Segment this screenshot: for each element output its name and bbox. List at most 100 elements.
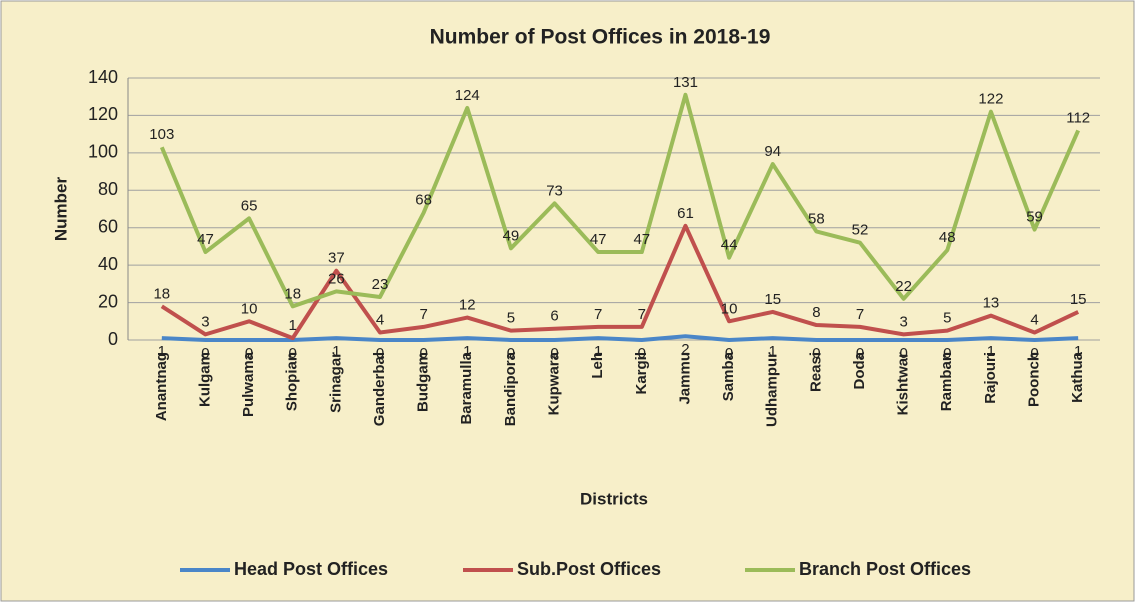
data-label: 3 (899, 313, 907, 330)
data-label: 0 (550, 345, 558, 362)
x-tick-label: Poonch (1026, 352, 1043, 407)
data-label: 94 (764, 143, 781, 160)
data-label: 7 (419, 306, 427, 323)
data-label: 131 (673, 74, 698, 91)
data-label: 52 (852, 222, 869, 239)
x-tick-label: Budgam (415, 352, 432, 412)
data-label: 124 (455, 87, 480, 104)
x-tick-label: Kathua (1069, 351, 1086, 402)
data-label: 8 (812, 304, 820, 321)
data-label: 61 (677, 205, 694, 222)
y-tick-label: 80 (98, 179, 118, 199)
line-series (161, 334, 1079, 342)
data-label: 1 (987, 343, 995, 360)
x-tick-label: Srinagar (327, 352, 344, 413)
data-label: 15 (764, 291, 781, 308)
data-label: 22 (895, 278, 912, 295)
x-tick-label: Pulwama (240, 351, 257, 417)
legend-label: Sub.Post Offices (517, 559, 661, 579)
data-label: 5 (943, 310, 951, 327)
x-tick-label: Kulgam (196, 352, 213, 407)
data-label: 6 (550, 308, 558, 325)
data-label: 103 (149, 126, 174, 143)
data-label: 15 (1070, 291, 1087, 308)
data-label: 0 (507, 345, 515, 362)
data-label: 0 (419, 345, 427, 362)
x-tick-label: Shopian (284, 352, 301, 411)
data-label: 26 (328, 270, 345, 287)
x-tick-label: Kargil (633, 352, 650, 395)
data-label: 0 (245, 345, 253, 362)
x-tick-label: Anantnag (153, 352, 170, 421)
data-label: 37 (328, 250, 345, 267)
data-label: 7 (638, 306, 646, 323)
data-label: 0 (289, 345, 297, 362)
data-label: 13 (983, 295, 1000, 312)
data-label: 112 (1066, 109, 1090, 126)
data-label: 1 (289, 317, 297, 334)
data-label: 0 (376, 345, 384, 362)
data-label: 3 (201, 313, 209, 330)
data-label: 1 (594, 343, 602, 360)
data-label: 1 (158, 343, 166, 360)
data-label: 18 (284, 285, 301, 302)
x-tick-label: Rajouri (982, 352, 999, 404)
data-label: 0 (943, 345, 951, 362)
data-label: 44 (721, 237, 738, 254)
line-series (160, 223, 1080, 341)
legend-label: Branch Post Offices (799, 559, 971, 579)
x-tick-label: Doda (851, 351, 868, 389)
data-label: 0 (725, 345, 733, 362)
data-label: 18 (153, 285, 170, 302)
data-label: 0 (201, 345, 209, 362)
chart-title: Number of Post Offices in 2018-19 (430, 26, 771, 49)
data-label: 7 (594, 306, 602, 323)
y-tick-label: 20 (98, 291, 118, 311)
data-label: 0 (638, 345, 646, 362)
data-label: 5 (507, 310, 515, 327)
data-label: 1 (769, 343, 777, 360)
data-label: 47 (590, 231, 607, 248)
data-label: 12 (459, 297, 476, 314)
data-label: 4 (1030, 311, 1038, 328)
y-tick-label: 140 (88, 67, 118, 87)
data-label: 4 (376, 311, 384, 328)
data-label: 0 (812, 345, 820, 362)
data-label: 58 (808, 210, 825, 227)
x-tick-label: Kupwara (546, 351, 563, 415)
data-label: 1 (463, 343, 471, 360)
x-tick-label: Ramban (938, 352, 955, 411)
data-label: 7 (856, 306, 864, 323)
data-label: 0 (899, 345, 907, 362)
data-label: 47 (633, 231, 650, 248)
y-tick-label: 60 (98, 216, 118, 236)
x-tick-label: Bandipora (502, 351, 519, 426)
data-label: 1 (1074, 343, 1082, 360)
x-tick-label: Leh (589, 352, 606, 379)
data-label: 0 (1030, 345, 1038, 362)
x-axis-label: Districts (580, 489, 648, 508)
y-axis-label: Number (51, 177, 70, 242)
data-label: 2 (681, 341, 689, 358)
x-tick-label: Samba (720, 351, 737, 401)
line-series (159, 92, 1081, 309)
data-label: 65 (241, 197, 258, 214)
data-label: 48 (939, 229, 956, 246)
data-label: 23 (372, 276, 389, 293)
x-tick-label: Reasi (807, 352, 824, 392)
data-label: 10 (721, 300, 738, 317)
data-label: 47 (197, 231, 214, 248)
data-label: 0 (856, 345, 864, 362)
y-tick-label: 100 (88, 142, 118, 162)
data-label: 68 (415, 192, 432, 209)
x-tick-label: Baramulla (458, 351, 475, 424)
x-tick-label: Ganderbal (371, 352, 388, 426)
y-tick-label: 40 (98, 254, 118, 274)
x-tick-label: Jammu (676, 352, 693, 405)
data-label: 122 (978, 91, 1003, 108)
data-label: 49 (503, 227, 520, 244)
data-label: 1 (332, 343, 340, 360)
data-label: 73 (546, 182, 563, 199)
